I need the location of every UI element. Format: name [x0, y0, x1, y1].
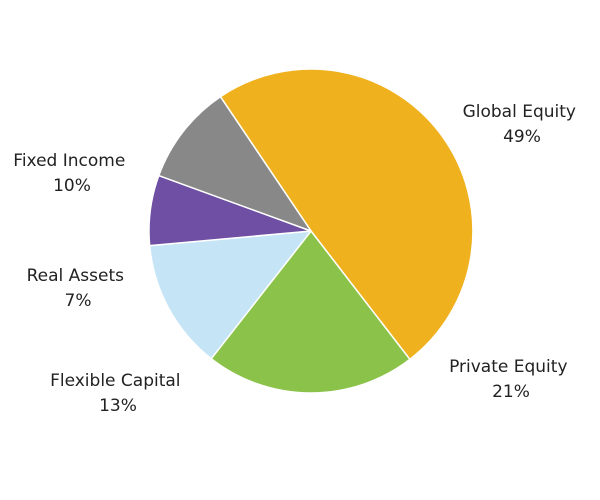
slice-value-global-equity: 49%	[503, 127, 541, 147]
slice-value-fixed-income: 10%	[53, 176, 91, 196]
slice-label-private-equity: Private Equity 21%	[449, 357, 573, 402]
pie-slice-flexible-capital	[148, 230, 312, 360]
slice-name-fixed-income: Fixed Income	[13, 151, 125, 171]
pie-labels: Global Equity 49% Private Equity 21% Fle…	[13, 102, 582, 416]
slice-label-global-equity: Global Equity 49%	[463, 102, 582, 147]
pie-slices	[148, 68, 474, 394]
slice-label-fixed-income: Fixed Income 10%	[13, 151, 130, 196]
slice-name-real-assets: Real Assets	[27, 266, 125, 286]
slice-name-global-equity: Global Equity	[463, 102, 576, 122]
slice-name-flexible-capital: Flexible Capital	[50, 371, 180, 391]
slice-label-real-assets: Real Assets 7%	[27, 266, 130, 311]
pie-slice-private-equity	[210, 230, 411, 394]
slice-name-private-equity: Private Equity	[449, 357, 567, 377]
slice-value-private-equity: 21%	[492, 382, 530, 402]
pie-slice-global-equity	[219, 68, 474, 361]
slice-value-flexible-capital: 13%	[99, 396, 137, 416]
slice-label-flexible-capital: Flexible Capital 13%	[50, 371, 186, 416]
slice-value-real-assets: 7%	[65, 291, 92, 311]
pie-slice-fixed-income	[158, 95, 312, 232]
